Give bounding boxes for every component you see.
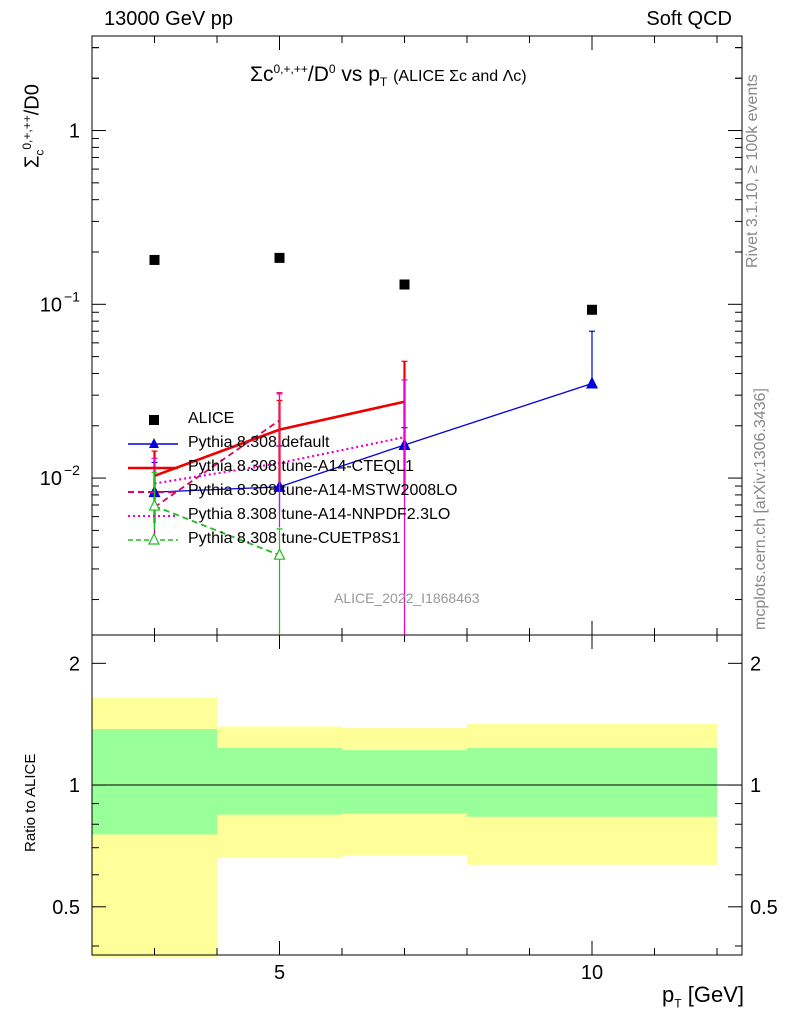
legend-label: Pythia 8.308 tune-A14-MSTW2008LO — [188, 482, 458, 499]
data-point-open-triangle — [273, 547, 286, 560]
y-tick-label: 1 — [69, 121, 80, 143]
x-axis-label: pT [GeV] — [662, 982, 744, 1011]
legend-symbol-cteql1 — [128, 466, 178, 470]
legend-symbol-cuetp8s1 — [128, 532, 178, 545]
legend-label: Pythia 8.308 tune-A14-NNPDF2.3LO — [188, 506, 451, 523]
ratio-y-tick-label: 2 — [69, 653, 80, 675]
data-point-alice — [149, 254, 160, 265]
data-point-alice — [274, 252, 285, 263]
energy-label: 13000 GeV pp — [104, 8, 233, 30]
legend-symbol-alice — [149, 415, 159, 425]
ratio-plot-frame — [91, 634, 743, 956]
legend-symbol-default — [128, 438, 178, 448]
chart-title: Σc0,+,++/D0 vs pT (ALICE Σc and Λc) — [250, 62, 527, 90]
legend-symbol-nnpdf — [128, 515, 178, 517]
ratio-y-tick-label-right: 1 — [750, 775, 761, 797]
y-tick-label: −1 — [64, 288, 80, 304]
y-tick-label: 10 — [40, 294, 62, 316]
process-label: Soft QCD — [646, 8, 732, 30]
legend-item-default: Pythia 8.308 default — [120, 432, 520, 456]
series-line-1 — [154, 382, 593, 493]
data-point-open-triangle — [148, 498, 161, 511]
ratio-y-tick-label-right: 2 — [750, 653, 761, 675]
ratio-inner-band — [342, 750, 467, 814]
ratio-y-tick-label-right: 0.5 — [750, 897, 778, 919]
data-point-alice — [399, 279, 410, 290]
legend-symbol-mstw — [128, 491, 178, 493]
y-tick-label: 10 — [40, 468, 62, 490]
x-tick-label: 10 — [581, 962, 603, 984]
data-point-alice — [587, 304, 597, 315]
x-tick-label: 5 — [274, 962, 285, 984]
ratio-inner-band — [217, 747, 342, 815]
ratio-inner-band — [467, 747, 717, 817]
series-line-5 — [154, 505, 280, 557]
legend: ALICE Pythia 8.308 default Pythia 8.308 … — [120, 408, 520, 552]
ratio-axis-label: Ratio to ALICE — [22, 753, 39, 852]
legend-item-alice: ALICE — [120, 408, 520, 432]
ratio-inner-band — [92, 729, 217, 835]
legend-label: Pythia 8.308 default — [188, 434, 330, 451]
mcplots-label: mcplots.cern.ch [arXiv:1306.3436] — [752, 388, 769, 630]
analysis-watermark: ALICE_2022_I1868463 — [334, 590, 480, 606]
rivet-label: Rivet 3.1.10, ≥ 100k events — [744, 74, 761, 268]
legend-label: Pythia 8.308 tune-A14-CTEQL1 — [188, 458, 414, 475]
ratio-y-tick-label: 1 — [69, 775, 80, 797]
legend-item-mstw: Pythia 8.308 tune-A14-MSTW2008LO — [120, 480, 520, 504]
y-axis-label: Σc0,+,++/D0 — [20, 84, 47, 168]
legend-item-cteql1: Pythia 8.308 tune-A14-CTEQL1 — [120, 456, 520, 480]
y-tick-label: −2 — [64, 462, 80, 478]
legend-label: ALICE — [188, 410, 235, 427]
ratio-y-tick-label: 0.5 — [52, 897, 80, 919]
series-line-3 — [153, 419, 281, 508]
data-point-triangle — [586, 376, 598, 389]
legend-item-nnpdf: Pythia 8.308 tune-A14-NNPDF2.3LO — [120, 504, 520, 528]
legend-item-cuetp8s1: Pythia 8.308 tune-CUETP8S1 — [120, 528, 520, 552]
legend-label: Pythia 8.308 tune-CUETP8S1 — [188, 530, 401, 547]
